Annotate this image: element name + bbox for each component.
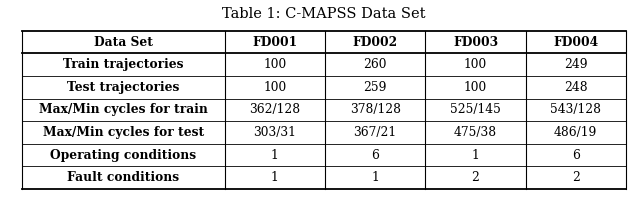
Text: 100: 100: [263, 58, 286, 71]
Text: 475/38: 475/38: [454, 126, 497, 139]
Text: 378/128: 378/128: [349, 103, 401, 116]
Text: 260: 260: [364, 58, 387, 71]
Text: 100: 100: [263, 81, 286, 94]
Text: Train trajectories: Train trajectories: [63, 58, 184, 71]
Text: Max/Min cycles for train: Max/Min cycles for train: [39, 103, 208, 116]
Text: FD003: FD003: [453, 35, 498, 49]
Text: 303/31: 303/31: [253, 126, 296, 139]
Text: 1: 1: [271, 171, 278, 184]
Text: 367/21: 367/21: [353, 126, 397, 139]
Text: Test trajectories: Test trajectories: [67, 81, 180, 94]
Text: 486/19: 486/19: [554, 126, 598, 139]
Text: 2: 2: [572, 171, 580, 184]
Text: FD004: FD004: [553, 35, 598, 49]
Text: 6: 6: [572, 149, 580, 162]
Text: 249: 249: [564, 58, 588, 71]
Text: 100: 100: [464, 58, 487, 71]
Text: 543/128: 543/128: [550, 103, 601, 116]
Text: 1: 1: [472, 149, 479, 162]
Text: Table 1: C-MAPSS Data Set: Table 1: C-MAPSS Data Set: [223, 7, 426, 21]
Text: Fault conditions: Fault conditions: [67, 171, 180, 184]
Text: 1: 1: [271, 149, 278, 162]
Text: 259: 259: [364, 81, 387, 94]
Text: 6: 6: [371, 149, 379, 162]
Text: 2: 2: [472, 171, 479, 184]
Text: 100: 100: [464, 81, 487, 94]
Text: 1: 1: [371, 171, 379, 184]
Text: FD001: FD001: [252, 35, 298, 49]
Text: 248: 248: [564, 81, 588, 94]
Text: Data Set: Data Set: [94, 35, 153, 49]
Text: Operating conditions: Operating conditions: [51, 149, 196, 162]
Text: FD002: FD002: [353, 35, 397, 49]
Text: Max/Min cycles for test: Max/Min cycles for test: [43, 126, 204, 139]
Text: 362/128: 362/128: [249, 103, 300, 116]
Text: 525/145: 525/145: [450, 103, 501, 116]
